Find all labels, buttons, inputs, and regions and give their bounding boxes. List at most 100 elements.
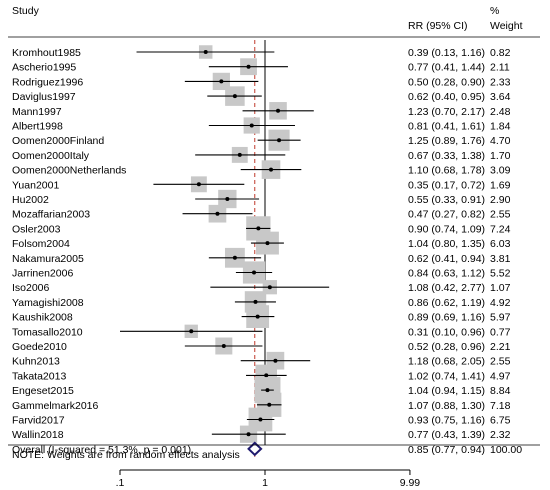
weight-value: 8.84 bbox=[490, 385, 511, 397]
rr-value: 0.35 (0.17, 0.72) bbox=[408, 179, 485, 191]
point-estimate bbox=[203, 50, 208, 54]
weight-value: 2.90 bbox=[490, 194, 511, 206]
x-tick-label: 1 bbox=[262, 477, 268, 489]
point-estimate bbox=[255, 314, 260, 319]
study-label: Osler2003 bbox=[12, 223, 61, 235]
weight-value: 5.97 bbox=[490, 312, 511, 324]
rr-value: 1.07 (0.88, 1.30) bbox=[408, 400, 485, 412]
study-row: Mozaffarian2003 0.47 (0.27, 0.82) 2.55 bbox=[12, 204, 511, 223]
study-label: Gammelmark2016 bbox=[12, 400, 99, 412]
rr-value: 0.50 (0.28, 0.90) bbox=[408, 76, 485, 88]
point-estimate bbox=[252, 270, 257, 275]
study-label: Farvid2017 bbox=[12, 415, 65, 427]
rr-value: 1.08 (0.42, 2.77) bbox=[408, 282, 485, 294]
weight-value: 3.09 bbox=[490, 165, 511, 177]
weight-value: 4.97 bbox=[490, 370, 511, 382]
point-estimate bbox=[232, 94, 237, 99]
weight-value: 2.32 bbox=[490, 429, 511, 441]
study-label: Oomen2000Netherlands bbox=[12, 165, 126, 177]
rr-value: 1.04 (0.94, 1.15) bbox=[408, 385, 485, 397]
study-label: Jarrinen2006 bbox=[12, 268, 73, 280]
study-label: Engeset2015 bbox=[12, 385, 74, 397]
rr-value: 0.86 (0.62, 1.19) bbox=[408, 297, 485, 309]
rr-value: 0.62 (0.40, 0.95) bbox=[408, 91, 485, 103]
overall-label: Overall (I-squared = 51.3%, p = 0.001) bbox=[12, 444, 191, 456]
rr-value: 0.77 (0.43, 1.39) bbox=[408, 429, 485, 441]
study-row: Daviglus1997 0.62 (0.40, 0.95) 3.64 bbox=[12, 86, 511, 106]
weight-value: 6.03 bbox=[490, 238, 511, 250]
study-row: Hu2002 0.55 (0.33, 0.91) 2.90 bbox=[12, 189, 511, 209]
weight-value: 1.07 bbox=[490, 282, 511, 294]
point-estimate bbox=[256, 226, 261, 231]
rr-value: 0.81 (0.41, 1.61) bbox=[408, 121, 485, 133]
study-label: Mozaffarian2003 bbox=[12, 209, 90, 221]
study-label: Ascherio1995 bbox=[12, 62, 76, 74]
study-row: Oomen2000Italy 0.67 (0.33, 1.38) 1.70 bbox=[12, 146, 511, 163]
rr-value: 0.84 (0.63, 1.12) bbox=[408, 268, 485, 280]
header-effect: RR (95% CI) bbox=[408, 20, 468, 32]
weight-value: 0.77 bbox=[490, 326, 511, 338]
study-label: Takata2013 bbox=[12, 370, 66, 382]
weight-value: 2.33 bbox=[490, 76, 511, 88]
weight-value: 2.11 bbox=[490, 62, 510, 74]
weight-value: 1.69 bbox=[490, 179, 511, 191]
study-row: Mann1997 1.23 (0.70, 2.17) 2.48 bbox=[12, 102, 511, 120]
study-row: Ascherio1995 0.77 (0.41, 1.44) 2.11 bbox=[12, 58, 510, 76]
rr-value: 0.52 (0.28, 0.96) bbox=[408, 341, 485, 353]
study-label: Goede2010 bbox=[12, 341, 67, 353]
weight-value: 2.55 bbox=[490, 356, 511, 368]
rr-value: 1.10 (0.68, 1.78) bbox=[408, 165, 485, 177]
study-label: Nakamura2005 bbox=[12, 253, 84, 265]
study-row: Yuan2001 0.35 (0.17, 0.72) 1.69 bbox=[12, 176, 511, 193]
x-tick-label: .1 bbox=[116, 477, 125, 489]
study-label: Mann1997 bbox=[12, 106, 62, 118]
header-study: Study bbox=[12, 5, 40, 17]
study-label: Rodriguez1996 bbox=[12, 76, 83, 88]
weight-value: 2.21 bbox=[490, 341, 511, 353]
study-row: Iso2006 1.08 (0.42, 2.77) 1.07 bbox=[12, 280, 511, 295]
rr-value: 0.89 (0.69, 1.16) bbox=[408, 312, 485, 324]
overall-rr-value: 0.85 (0.77, 0.94) bbox=[408, 444, 485, 456]
point-estimate bbox=[258, 417, 263, 422]
study-row: Jarrinen2006 0.84 (0.63, 1.12) 5.52 bbox=[12, 261, 511, 284]
rr-value: 0.67 (0.33, 1.38) bbox=[408, 150, 485, 162]
weight-value: 2.55 bbox=[490, 209, 511, 221]
study-row: Albert1998 0.81 (0.41, 1.61) 1.84 bbox=[12, 117, 511, 134]
overall-row: Overall (I-squared = 51.3%, p = 0.001) 0.… bbox=[12, 441, 522, 457]
point-estimate bbox=[265, 388, 270, 393]
point-estimate bbox=[237, 152, 242, 157]
study-row: Gammelmark2016 1.07 (0.88, 1.30) 7.18 bbox=[12, 392, 511, 417]
point-estimate bbox=[215, 211, 220, 216]
weight-value: 2.48 bbox=[490, 106, 511, 118]
rr-value: 1.04 (0.80, 1.35) bbox=[408, 238, 485, 250]
overall-weight-value: 100.00 bbox=[490, 444, 522, 456]
study-label: Albert1998 bbox=[12, 121, 63, 133]
point-estimate bbox=[269, 167, 274, 172]
x-tick-label: 9.99 bbox=[400, 477, 421, 489]
study-row: Oomen2000Netherlands 1.10 (0.68, 1.78) 3.0… bbox=[12, 160, 511, 179]
study-label: Oomen2000Finland bbox=[12, 135, 104, 147]
rr-value: 0.77 (0.41, 1.44) bbox=[408, 62, 485, 74]
study-label: Kromhout1985 bbox=[12, 47, 81, 59]
point-estimate bbox=[277, 138, 282, 143]
point-estimate bbox=[232, 255, 237, 260]
study-label: Kuhn2013 bbox=[12, 356, 60, 368]
point-estimate bbox=[249, 123, 254, 128]
weight-value: 0.82 bbox=[490, 47, 511, 59]
point-estimate bbox=[189, 329, 194, 334]
study-row: Wallin2018 0.77 (0.43, 1.39) 2.32 bbox=[12, 425, 511, 443]
point-estimate bbox=[267, 285, 272, 290]
point-estimate bbox=[273, 358, 278, 363]
rr-value: 0.47 (0.27, 0.82) bbox=[408, 209, 485, 221]
study-label: Yamagishi2008 bbox=[12, 297, 84, 309]
rr-value: 1.18 (0.68, 2.05) bbox=[408, 356, 485, 368]
study-label: Folsom2004 bbox=[12, 238, 70, 250]
study-label: Yuan2001 bbox=[12, 179, 59, 191]
rr-value: 0.39 (0.13, 1.16) bbox=[408, 47, 485, 59]
point-estimate bbox=[253, 299, 258, 304]
weight-value: 6.75 bbox=[490, 415, 511, 427]
weight-value: 1.70 bbox=[490, 150, 511, 162]
point-estimate bbox=[265, 241, 270, 246]
study-row: Kuhn2013 1.18 (0.68, 2.05) 2.55 bbox=[12, 351, 511, 370]
